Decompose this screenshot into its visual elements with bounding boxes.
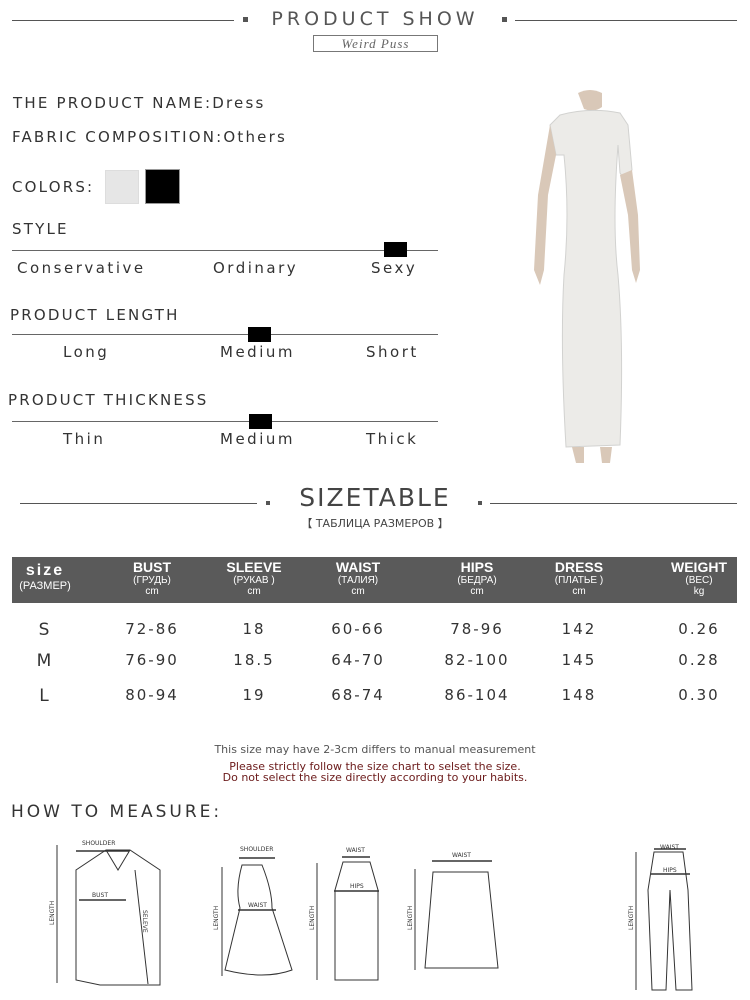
measure-diagrams: SHOULDER BUST LENGTH SELEVE SHOULDER WAI… xyxy=(49,840,693,991)
table-cell: 76-90 xyxy=(125,651,179,669)
label: FABRIC COMPOSITION: xyxy=(12,128,224,146)
svg-text:LENGTH: LENGTH xyxy=(407,906,414,930)
scale-option: Thin xyxy=(63,430,106,448)
table-cell: 82-100 xyxy=(444,651,510,669)
divider xyxy=(515,20,737,21)
svg-text:WAIST: WAIST xyxy=(452,852,471,859)
divider-dot xyxy=(478,501,482,505)
col-sleeve: SLEEVE (РУКАВ ) cm xyxy=(226,559,282,598)
svg-text:SHOULDER: SHOULDER xyxy=(240,846,273,853)
svg-text:WAIST: WAIST xyxy=(660,844,679,851)
brand-name: Weird Puss xyxy=(313,35,438,52)
scale-option: Long xyxy=(63,343,110,361)
svg-text:WAIST: WAIST xyxy=(346,847,365,854)
svg-text:SHOULDER: SHOULDER xyxy=(82,840,115,847)
table-cell: 18.5 xyxy=(233,651,275,669)
scale-line xyxy=(12,250,438,251)
divider xyxy=(20,503,257,504)
divider xyxy=(12,20,234,21)
table-cell: 19 xyxy=(242,686,266,704)
col-bust: BUST (ГРУДЬ) cm xyxy=(132,559,172,598)
table-cell: 145 xyxy=(561,651,597,669)
table-cell: 0.30 xyxy=(678,686,720,704)
label: THE PRODUCT NAME: xyxy=(13,94,213,112)
svg-text:SELEVE: SELEVE xyxy=(141,910,148,933)
divider xyxy=(490,503,737,504)
scale-option: Medium xyxy=(220,343,295,361)
warning-note: Do not select the size directly accordin… xyxy=(222,771,528,784)
table-cell: 18 xyxy=(242,620,266,638)
pants-diagram: WAIST HIPS LENGTH xyxy=(628,844,693,991)
table-cell: 72-86 xyxy=(125,620,179,638)
svg-text:WAIST: WAIST xyxy=(248,902,267,909)
colors-label: COLORS: xyxy=(12,178,95,196)
scale-option: Ordinary xyxy=(213,259,299,277)
svg-text:LENGTH: LENGTH xyxy=(628,906,635,930)
product-photo xyxy=(534,90,640,463)
jacket-diagram: SHOULDER BUST LENGTH SELEVE xyxy=(49,840,161,986)
col-dress: DRESS (ПЛАТЬЕ ) cm xyxy=(554,559,604,598)
svg-text:LENGTH: LENGTH xyxy=(309,906,316,930)
svg-text:HIPS: HIPS xyxy=(663,867,677,874)
scale-line xyxy=(12,421,438,422)
table-cell: 148 xyxy=(561,686,597,704)
divider-dot xyxy=(502,17,507,22)
col-hips: HIPS (БЕДРА) cm xyxy=(457,559,497,598)
table-cell: 80-94 xyxy=(125,686,179,704)
dress-diagram: SHOULDER WAIST LENGTH xyxy=(213,846,293,976)
scale-option: Short xyxy=(366,343,419,361)
svg-text:LENGTH: LENGTH xyxy=(213,906,220,930)
scale-line xyxy=(12,334,438,335)
table-cell: 78-96 xyxy=(450,620,504,638)
sizetable-subtitle: 【 ТАБЛИЦА РАЗМЕРОВ 】 xyxy=(301,517,449,530)
fabric-row: FABRIC COMPOSITION:Others xyxy=(12,128,287,146)
table-cell: 0.26 xyxy=(678,620,720,638)
divider-dot xyxy=(243,17,248,22)
sizetable-title: SIZETABLE xyxy=(299,483,451,512)
table-cell: 0.28 xyxy=(678,651,720,669)
note: This size may have 2-3cm differs to manu… xyxy=(214,743,536,756)
size-label: S xyxy=(38,620,52,640)
measure-title: HOW TO MEASURE: xyxy=(11,802,223,822)
size-label: M xyxy=(36,651,54,671)
divider-dot xyxy=(266,501,270,505)
col-weight: WEIGHT (ВЕС) kg xyxy=(671,559,727,598)
color-swatch-black[interactable] xyxy=(145,169,180,204)
scale-marker xyxy=(248,327,271,342)
page-title: PRODUCT SHOW xyxy=(271,8,479,30)
scale-option: Medium xyxy=(220,430,295,448)
table-cell: 142 xyxy=(561,620,597,638)
scale-option: Sexy xyxy=(371,259,418,277)
product-name-row: THE PRODUCT NAME:Dress xyxy=(13,94,266,112)
table-cell: 64-70 xyxy=(331,651,385,669)
svg-text:LENGTH: LENGTH xyxy=(49,901,56,925)
scale-marker xyxy=(384,242,407,257)
table-header xyxy=(12,557,737,603)
table-cell: 68-74 xyxy=(331,686,385,704)
fabric-value: Others xyxy=(223,128,287,146)
table-cell: 86-104 xyxy=(444,686,510,704)
skirt-diagram: WAIST HIPS LENGTH xyxy=(309,847,379,981)
mini-skirt-diagram: WAIST LENGTH xyxy=(407,852,499,970)
scale-option: Conservative xyxy=(17,259,146,277)
table-cell: 60-66 xyxy=(331,620,385,638)
product-name: Dress xyxy=(212,94,266,112)
scale-title: PRODUCT THICKNESS xyxy=(8,391,209,409)
size-label: L xyxy=(39,686,51,706)
scale-title: STYLE xyxy=(12,220,69,238)
scale-option: Thick xyxy=(366,430,419,448)
scale-title: PRODUCT LENGTH xyxy=(10,306,180,324)
svg-text:HIPS: HIPS xyxy=(350,883,364,890)
warning-note: Please strictly follow the size chart to… xyxy=(229,760,521,773)
color-swatch-white[interactable] xyxy=(105,170,139,204)
svg-text:BUST: BUST xyxy=(92,892,108,899)
scale-marker xyxy=(249,414,272,429)
col-waist: WAIST (ТАЛИЯ) cm xyxy=(335,559,381,598)
col-size: size (РАЗМЕР) xyxy=(19,562,71,592)
